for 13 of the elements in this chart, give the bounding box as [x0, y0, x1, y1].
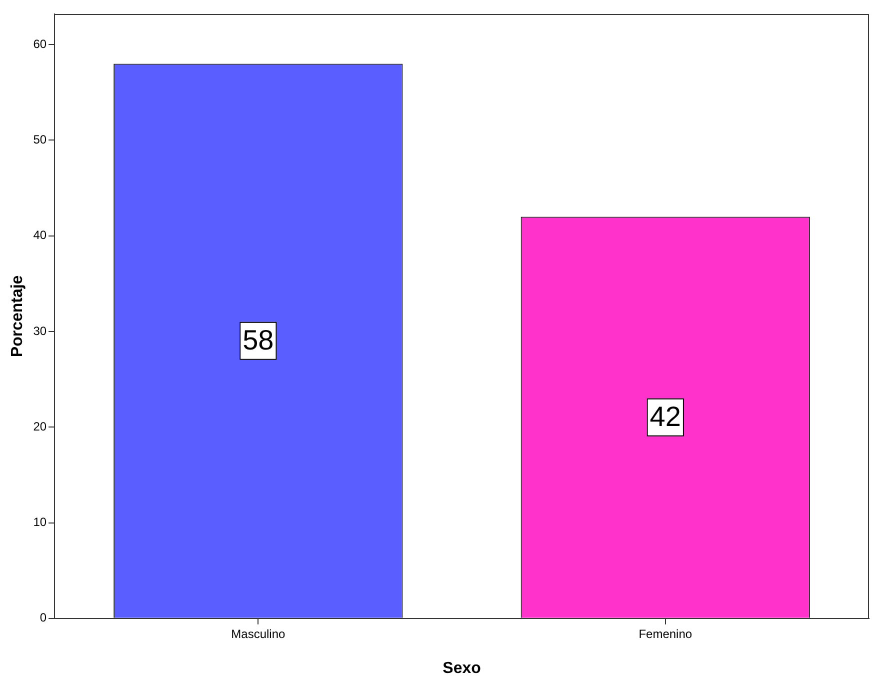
y-tick-label: 10 [33, 515, 47, 530]
y-tick-label: 50 [33, 132, 47, 147]
y-axis-title: Porcentaje [9, 275, 26, 358]
x-tick-label: Masculino [231, 626, 286, 641]
x-tick-label: Femenino [638, 626, 692, 641]
y-tick-label: 0 [40, 610, 47, 625]
y-tick-label: 30 [33, 324, 47, 338]
y-tick-label: 60 [33, 36, 47, 51]
y-tick-label: 40 [33, 228, 47, 242]
data-label: 58 [242, 324, 274, 356]
y-tick-label: 20 [33, 419, 47, 434]
data-label: 42 [650, 401, 681, 432]
x-axis-title: Sexo [442, 660, 482, 677]
